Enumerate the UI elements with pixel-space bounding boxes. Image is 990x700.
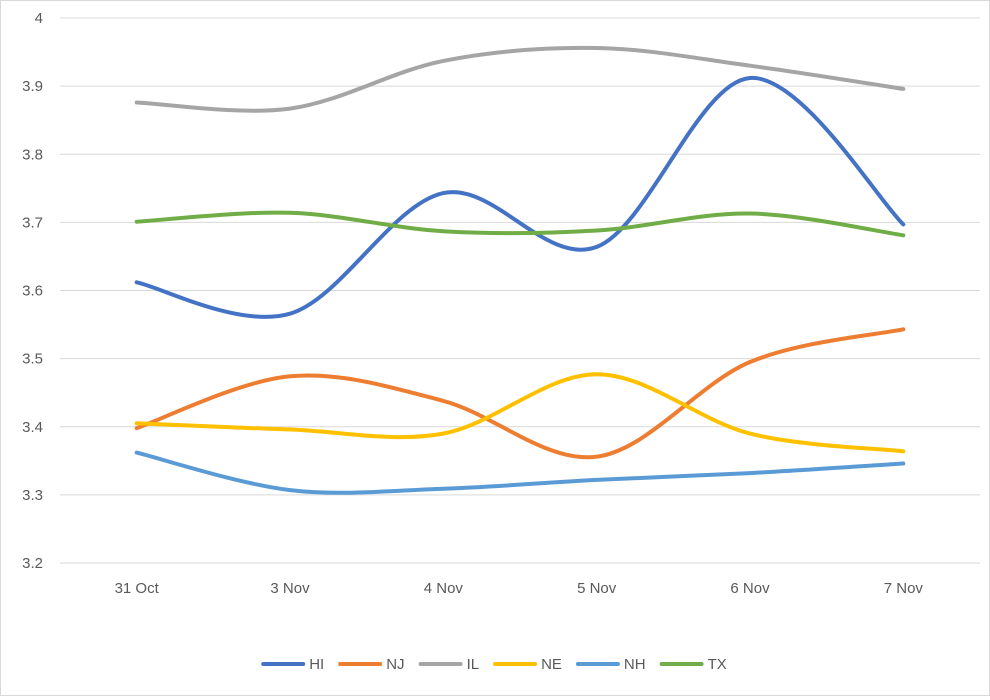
x-tick-label: 31 Oct	[115, 580, 160, 597]
gridlines	[60, 17, 980, 564]
legend-item-hi: HI	[261, 656, 324, 673]
series-line-nh	[134, 450, 906, 495]
legend: HI NJ IL NE NH TX	[261, 656, 727, 673]
y-tick-label: 3.2	[22, 555, 43, 572]
legend-label: TX	[708, 656, 727, 673]
legend-item-tx: TX	[659, 656, 727, 673]
y-tick-label: 4	[35, 10, 43, 27]
y-tick-label: 3.4	[22, 419, 43, 436]
legend-label: HI	[309, 656, 324, 673]
series-line-nj	[134, 327, 906, 460]
y-tick-label: 3.5	[22, 351, 43, 368]
x-axis-tick-labels: 31 Oct 3 Nov 4 Nov 5 Nov 6 Nov 7 Nov	[115, 580, 924, 597]
legend-label: NE	[541, 656, 562, 673]
x-tick-label: 7 Nov	[884, 580, 924, 597]
x-tick-label: 5 Nov	[577, 580, 617, 597]
legend-item-nh: NH	[575, 656, 646, 673]
y-tick-label: 3.6	[22, 283, 43, 300]
x-tick-label: 4 Nov	[424, 580, 464, 597]
y-tick-label: 3.3	[22, 487, 43, 504]
series-line-il	[134, 45, 906, 113]
legend-item-nj: NJ	[338, 656, 405, 673]
series-lines	[134, 45, 906, 495]
x-tick-label: 3 Nov	[270, 580, 310, 597]
y-tick-label: 3.8	[22, 146, 43, 163]
legend-item-il: IL	[418, 656, 480, 673]
y-axis-tick-labels: 3.2 3.3 3.4 3.5 3.6 3.7 3.8 3.9 4	[22, 10, 43, 572]
legend-label: NJ	[386, 656, 404, 673]
series-line-tx	[134, 210, 906, 238]
series-line-hi	[134, 75, 906, 319]
x-tick-label: 6 Nov	[730, 580, 770, 597]
legend-label: NH	[624, 656, 646, 673]
legend-label: IL	[467, 656, 480, 673]
legend-item-ne: NE	[493, 656, 562, 673]
y-tick-label: 3.7	[22, 214, 43, 231]
y-tick-label: 3.9	[22, 78, 43, 95]
series-line-ne	[134, 372, 906, 454]
